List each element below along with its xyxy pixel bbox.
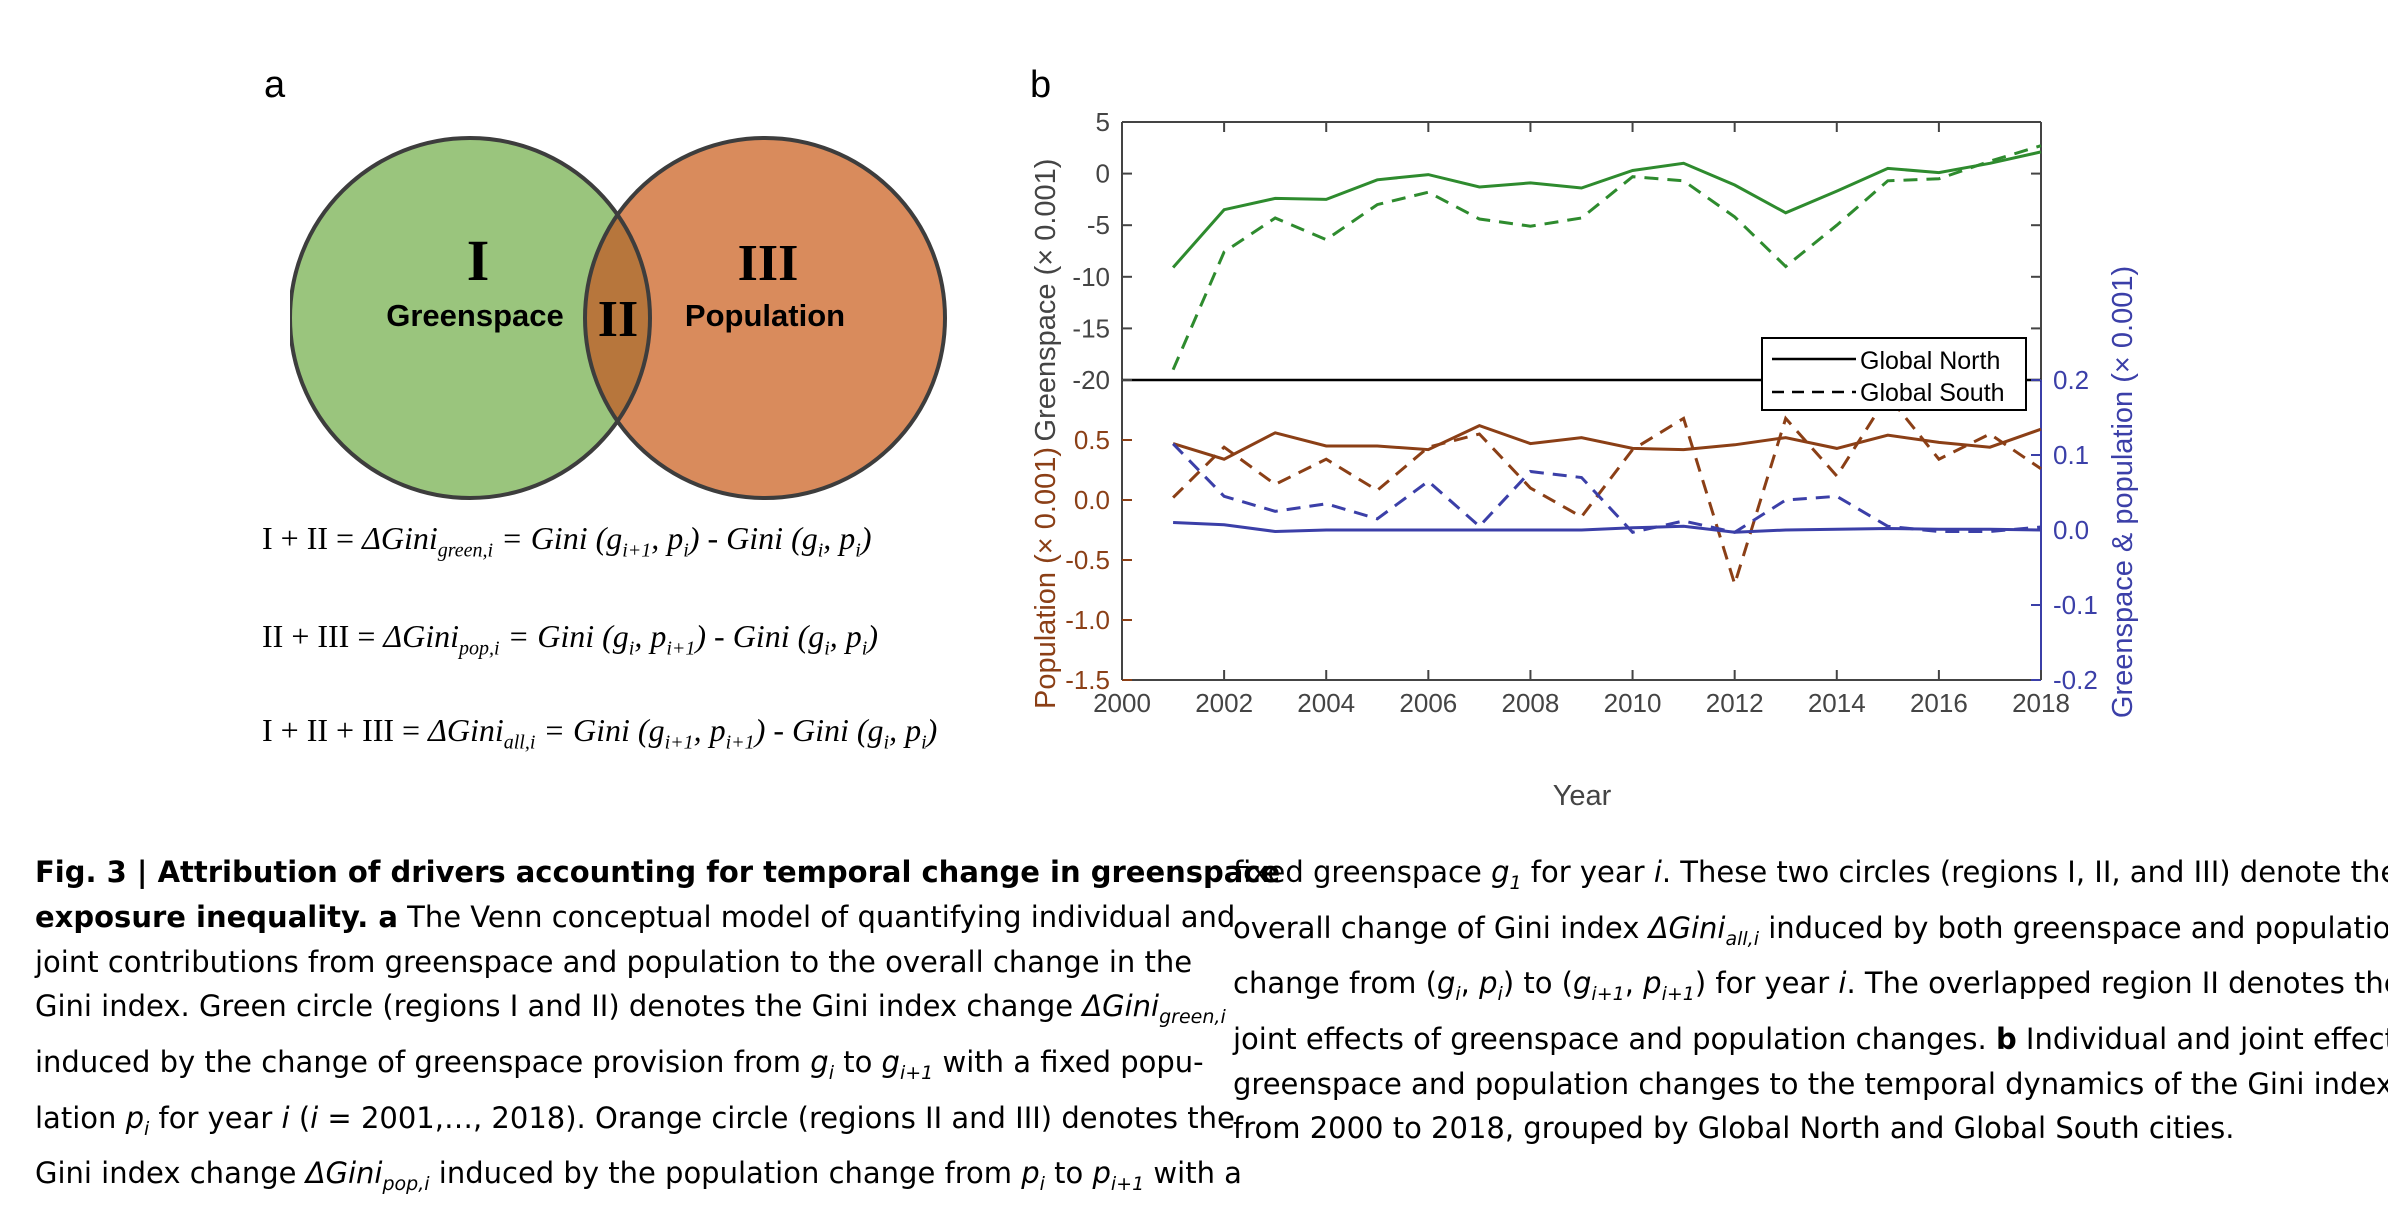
caption-line: joint effects of greenspace and populati… (1233, 1021, 2388, 1056)
bottom-y-tick-label: -0.5 (1065, 545, 1110, 575)
caption-line: joint contributions from greenspace and … (35, 944, 1193, 979)
panel-a-label: a (264, 64, 286, 106)
venn-region-iii-numeral: III (738, 235, 799, 292)
caption-line: Gini index change ΔGinipop,i induced by … (35, 1156, 1242, 1195)
bottom-y-tick-label: -1.5 (1065, 665, 1110, 695)
caption-left-column: Fig. 3 | Attribution of drivers accounti… (35, 850, 1280, 1207)
legend-global-south: Global South (1860, 379, 2005, 407)
top-y-tick-label: 0 (1096, 159, 1110, 189)
right-y-tick-label: -0.2 (2053, 665, 2098, 695)
x-tick-label: 2010 (1604, 688, 1662, 718)
caption-line: fixed greenspace g1 for year i. These tw… (1233, 855, 2388, 894)
caption-line: Gini index. Green circle (regions I and … (35, 989, 1226, 1029)
caption-line: greenspace and population changes to the… (1233, 1066, 2388, 1101)
right-y-tick-label: -0.1 (2053, 590, 2098, 620)
top-y-tick-label: -10 (1072, 262, 1110, 292)
venn-greenspace-circle (290, 138, 650, 498)
venn-population-circle (585, 138, 945, 498)
venn-diagram: I Greenspace II III Population (290, 136, 947, 500)
right-y-tick-label: 0.0 (2053, 515, 2089, 545)
x-tick-label: 2004 (1297, 688, 1355, 718)
equation-pop: II + III = ΔGinipop,i = Gini (gi, pi+1) … (262, 618, 879, 660)
y-axis-label-greenspace: Greenspace (× 0.001) (1030, 159, 1062, 442)
greenspace-line-global-north (1171, 150, 2042, 269)
x-tick-label: 2002 (1195, 688, 1253, 718)
equation-green: I + II = ΔGinigreen,i = Gini (gi+1, pi) … (262, 520, 872, 562)
caption-line: Fig. 3 | Attribution of drivers accounti… (35, 855, 1281, 889)
y-axis-label-greenspace-population: Greenspace & population (× 0.001) (2107, 266, 2139, 718)
greenspace-line-global-south (1171, 144, 2042, 371)
caption-line: induced by the change of greenspace prov… (35, 1044, 1204, 1084)
legend-global-north: Global North (1860, 347, 2000, 375)
x-tick-label: 2006 (1399, 688, 1457, 718)
venn-region-ii-numeral: II (598, 291, 638, 348)
right-y-tick-label: 0.2 (2053, 365, 2089, 395)
top-y-tick-label: -15 (1072, 313, 1110, 343)
venn-greenspace-label: Greenspace (386, 298, 564, 333)
panel-b-label: b (1030, 64, 1052, 106)
panel-b-chart: 5 0 -5 -10 -15 -20 0.5 0.0 -0.5 -1.0 -1.5 0.2 0.1 0.0… (1030, 107, 2139, 812)
x-tick-label: 2014 (1808, 688, 1866, 718)
caption-line: overall change of Gini index ΔGiniall,i … (1233, 910, 2388, 950)
caption-line: from 2000 to 2018, grouped by Global Nor… (1233, 1111, 2235, 1146)
caption-line: exposure inequality. a The Venn conceptu… (35, 899, 1236, 934)
caption-line: lation pi for year i (i = 2001,…, 2018).… (35, 1100, 1235, 1140)
bottom-y-tick-label: -1.0 (1065, 605, 1110, 635)
x-tick-label: 2000 (1093, 688, 1151, 718)
joint-line-dashed (1172, 442, 2042, 534)
right-y-tick-label: 0.1 (2053, 440, 2089, 470)
bottom-y-tick-label: 0.5 (1074, 425, 1110, 455)
joint-line-solid (1173, 521, 2042, 534)
bottom-y-tick-label: 0.0 (1074, 485, 1110, 515)
caption-line: change from (gi, pi) to (gi+1, pi+1) for… (1233, 966, 2388, 1005)
equation-all: I + II + III = ΔGiniall,i = Gini (gi+1, … (262, 712, 938, 754)
venn-population-label: Population (685, 298, 845, 333)
population-line-solid (1172, 423, 2042, 461)
population-line-dashed (1172, 393, 2042, 590)
x-axis-label: Year (1553, 780, 1612, 812)
y-axis-label-population: Population (× 0.001) (1030, 447, 1062, 709)
venn-region-i-numeral: I (467, 228, 490, 293)
x-tick-label: 2018 (2012, 688, 2070, 718)
top-y-tick-label: 5 (1096, 107, 1110, 137)
chart-legend: Global North Global South (1761, 337, 2027, 411)
x-tick-label: 2012 (1706, 688, 1764, 718)
caption-right-column: fixed greenspace g1 for year i. These tw… (1233, 850, 2388, 1151)
x-tick-label: 2016 (1910, 688, 1968, 718)
x-tick-label: 2008 (1502, 688, 1560, 718)
top-y-tick-label: -5 (1087, 210, 1110, 240)
top-y-tick-label: -20 (1072, 365, 1110, 395)
